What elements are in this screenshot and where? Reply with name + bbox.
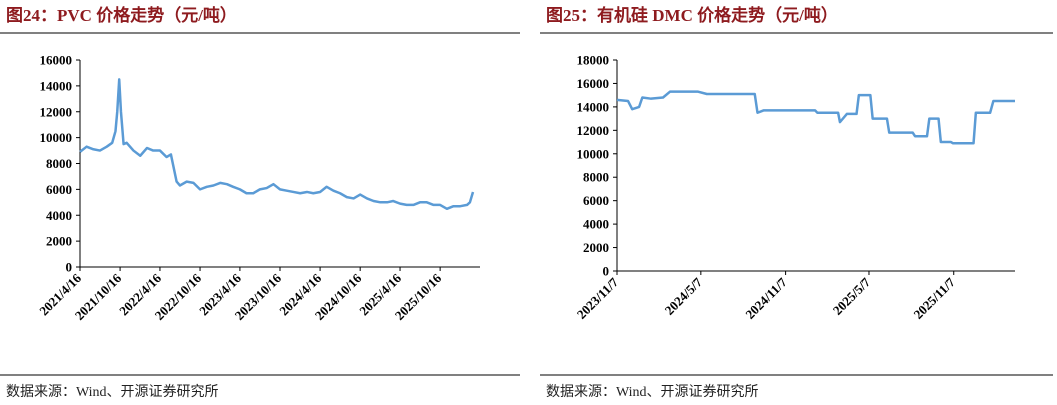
chart-title: 图25：有机硅 DMC 价格走势（元/吨） xyxy=(546,5,838,25)
y-tick-label: 6000 xyxy=(46,182,72,197)
y-tick-label: 12000 xyxy=(40,104,73,119)
x-tick-label: 2023/11/7 xyxy=(574,274,622,322)
y-tick-label: 10000 xyxy=(40,130,73,145)
y-tick-label: 18000 xyxy=(577,53,610,68)
y-tick-label: 12000 xyxy=(577,123,610,138)
y-tick-label: 10000 xyxy=(577,146,610,161)
y-tick-label: 0 xyxy=(603,264,610,279)
y-tick-label: 6000 xyxy=(583,193,609,208)
x-tick-label: 2025/11/7 xyxy=(910,274,958,322)
y-tick-label: 14000 xyxy=(577,99,610,114)
y-tick-label: 8000 xyxy=(46,156,72,171)
chart-title: 图24：PVC 价格走势（元/吨） xyxy=(6,5,237,25)
y-tick-label: 0 xyxy=(66,260,73,275)
y-tick-label: 16000 xyxy=(577,76,610,91)
x-tick-label: 2024/11/7 xyxy=(742,274,790,322)
y-tick-label: 2000 xyxy=(583,240,609,255)
x-tick-label: 2024/5/7 xyxy=(662,274,706,318)
y-tick-label: 16000 xyxy=(40,53,73,68)
x-tick-label: 2025/5/7 xyxy=(830,274,874,318)
y-tick-label: 4000 xyxy=(583,217,609,232)
y-tick-label: 4000 xyxy=(46,208,72,223)
y-tick-label: 14000 xyxy=(40,78,73,93)
source: 数据来源：Wind、开源证券研究所 xyxy=(546,384,759,400)
source: 数据来源：Wind、开源证券研究所 xyxy=(6,384,219,400)
price-line xyxy=(79,78,475,211)
y-tick-label: 8000 xyxy=(583,170,609,185)
y-tick-label: 2000 xyxy=(46,234,72,249)
price-line xyxy=(616,90,1015,145)
